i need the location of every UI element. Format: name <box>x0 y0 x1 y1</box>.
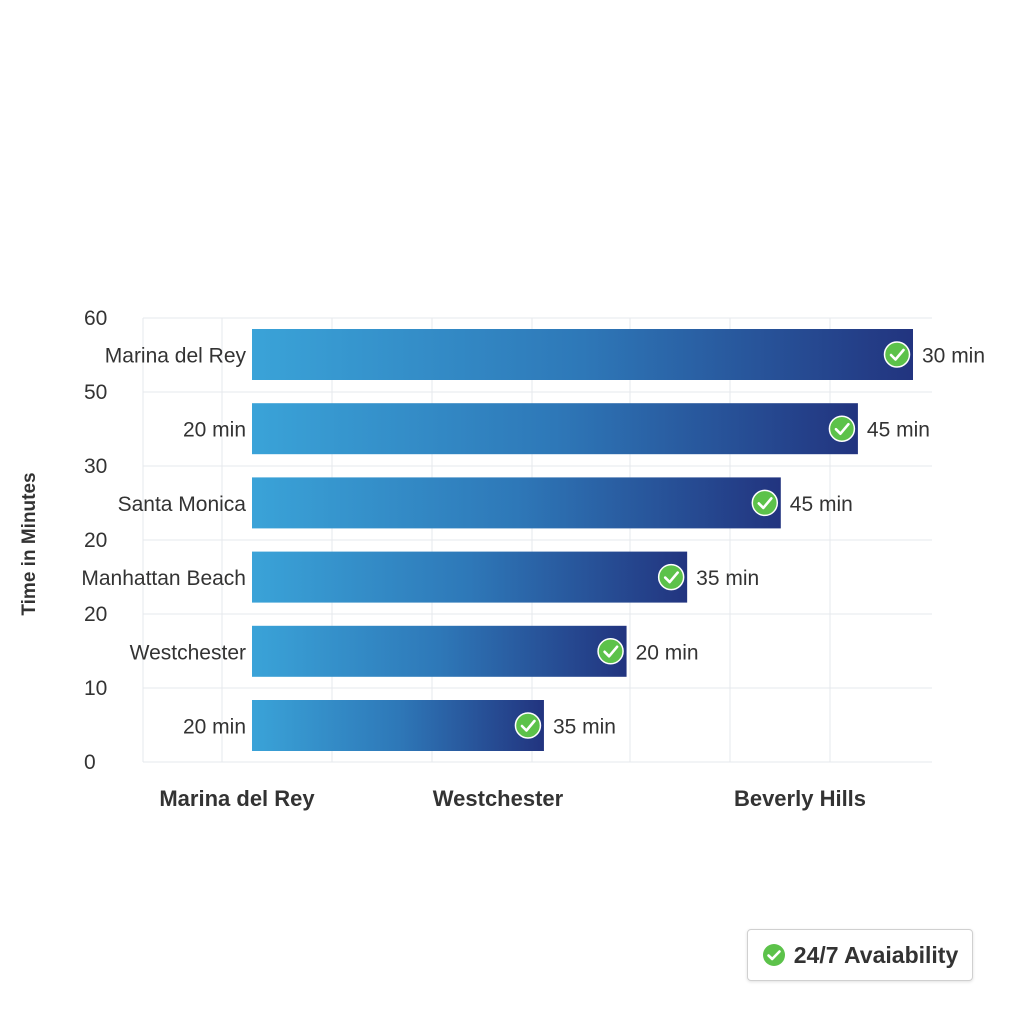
x-tick-label: Marina del Rey <box>159 786 315 811</box>
bar-category-label: 20 min <box>183 716 246 739</box>
y-tick-label: 20 <box>84 603 107 626</box>
bar-category-label: Marina del Rey <box>105 345 247 368</box>
bar <box>252 700 544 751</box>
check-circle-icon <box>514 712 542 739</box>
bar-value-label: 30 min <box>922 345 985 368</box>
y-tick-label: 60 <box>84 307 107 330</box>
bar-value-label: 45 min <box>867 419 930 442</box>
bar-value-label: 35 min <box>553 716 616 739</box>
availability-label: 24/7 Avaiability <box>793 941 959 968</box>
grid <box>142 317 932 763</box>
y-tick-label: 50 <box>84 381 107 404</box>
bar-category-label: Manhattan Beach <box>81 567 246 590</box>
bar-value-label: 35 min <box>696 567 759 590</box>
check-circle-icon <box>762 944 785 966</box>
x-tick-label: Beverly Hills <box>734 786 866 811</box>
check-circle-icon <box>751 489 779 517</box>
y-axis-title: Time in Minutes <box>19 472 40 615</box>
y-tick-label: 10 <box>84 677 107 700</box>
availability-badge: 24/7 Avaiability <box>747 929 973 981</box>
bar <box>252 477 781 529</box>
bars <box>252 329 913 751</box>
check-circle-icon <box>597 638 624 665</box>
bar <box>252 403 858 455</box>
bar-category-label: 20 min <box>183 419 246 442</box>
bar <box>252 551 688 603</box>
check-circle-icon <box>657 563 685 591</box>
bar-value-label: 20 min <box>636 641 699 664</box>
x-tick-label: Westchester <box>433 786 564 811</box>
check-circle-icon <box>828 415 856 442</box>
bar-category-label: Westchester <box>130 641 246 664</box>
check-circle-icon <box>883 341 911 368</box>
bar-value-label: 45 min <box>790 493 853 516</box>
bar-category-label: Santa Monica <box>118 493 247 516</box>
labels: 60 50 30 20 20 10 0 Time in Minutes Marina del R… <box>19 307 985 811</box>
bar <box>252 625 627 677</box>
y-tick-label: 20 <box>84 529 107 552</box>
bar <box>252 329 913 380</box>
y-tick-label: 30 <box>84 455 107 478</box>
y-tick-label: 0 <box>84 751 96 774</box>
